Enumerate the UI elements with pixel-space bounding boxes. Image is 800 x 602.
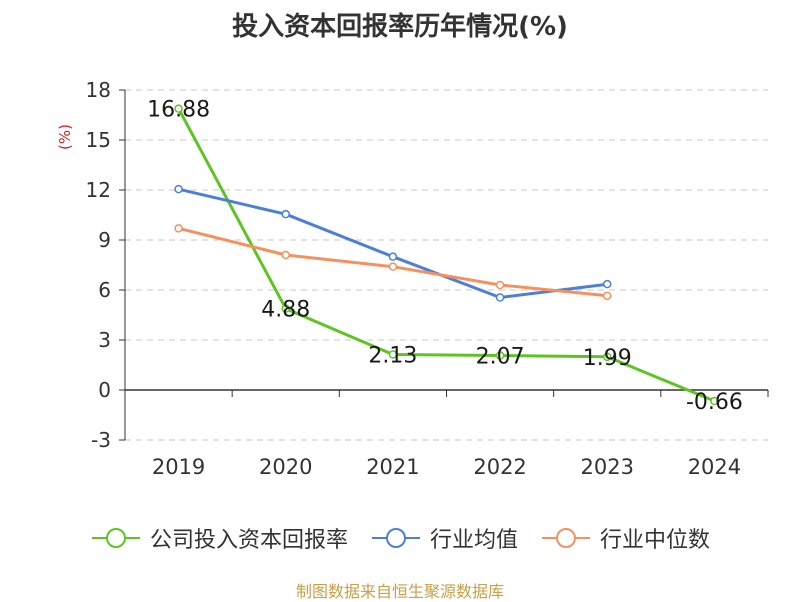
legend-line-marker-icon (542, 528, 590, 548)
series-1-point (174, 184, 183, 194)
data-label: 2.13 (368, 344, 417, 369)
y-tick-label: -3 (91, 428, 111, 452)
data-label: -0.66 (686, 390, 743, 415)
chart-title: 投入资本回报率历年情况(%) (232, 12, 568, 42)
y-tick-label: 0 (98, 378, 111, 402)
legend-item-industry-mean[interactable]: 行业均值 (370, 522, 518, 554)
series-line-0 (177, 107, 715, 403)
series-0-point (388, 350, 398, 359)
legend-line-marker-icon (371, 528, 420, 548)
legend-item-industry-median[interactable]: 行业中位数 (540, 522, 710, 554)
legend: 公司投入资本回报率 行业均值 行业中位数 (0, 522, 800, 554)
y-tick-label: 9 (98, 228, 111, 252)
series-line-2 (178, 226, 608, 298)
series-0-point (603, 352, 612, 362)
series-0-point (281, 304, 290, 313)
series-2-point (281, 250, 290, 260)
series-2-point (388, 262, 398, 271)
legend-label: 公司投入资本回报率 (149, 528, 348, 553)
series-2-point (603, 291, 612, 301)
data-source-note: 制图数据来自恒生聚源数据库 (295, 582, 504, 601)
y-tick-label: 6 (98, 278, 111, 302)
legend-label: 行业均值 (429, 528, 518, 553)
y-tick-label: 12 (86, 178, 111, 202)
x-tick-label: 2024 (688, 455, 741, 479)
series-0-point (710, 396, 719, 406)
series-0-point (174, 104, 183, 113)
data-label: 1.99 (583, 346, 632, 371)
y-tick-label: 15 (86, 128, 111, 152)
x-tick-label: 2020 (259, 455, 312, 479)
series-0-point (495, 351, 505, 360)
legend-label: 行业中位数 (600, 528, 711, 553)
y-tick-label: 18 (86, 78, 111, 102)
y-tick-label: 3 (98, 328, 111, 352)
data-label: 2.07 (476, 345, 525, 370)
x-tick-label: 2022 (473, 455, 526, 479)
legend-item-company[interactable]: 公司投入资本回报率 (90, 522, 348, 554)
x-tick-label: 2019 (152, 455, 205, 479)
x-tick-label: 2021 (366, 455, 419, 479)
series-2-point (495, 280, 505, 290)
data-label: 4.88 (261, 298, 310, 323)
series-1-point (388, 252, 398, 261)
series-1-point (495, 293, 505, 302)
series-2-point (174, 224, 183, 233)
data-label: 16.88 (147, 98, 210, 123)
y-axis-label: (%) (55, 124, 74, 150)
legend-line-marker-icon (91, 528, 140, 548)
x-tick-label: 2023 (581, 455, 634, 479)
series-1-point (603, 279, 612, 289)
series-1-point (281, 209, 290, 219)
